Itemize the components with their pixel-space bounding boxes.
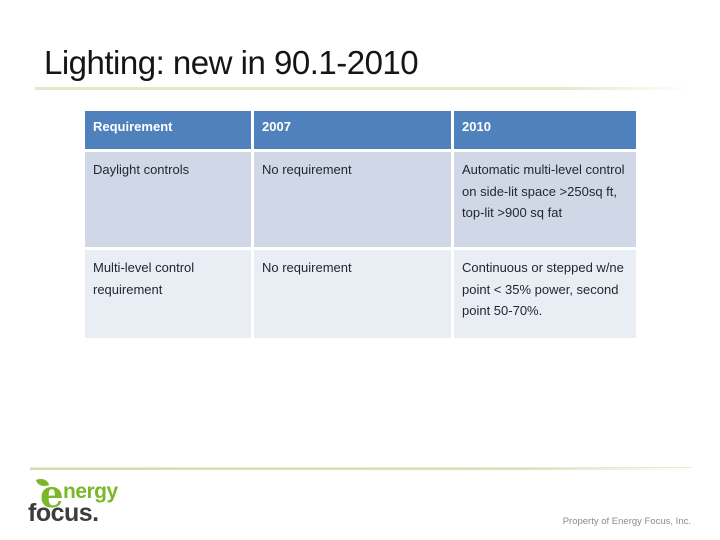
cell-requirement: Multi-level control requirement (85, 250, 254, 338)
cell-requirement: Daylight controls (85, 152, 254, 250)
slide-title: Lighting: new in 90.1-2010 (44, 44, 419, 81)
footer-rule (30, 467, 692, 470)
cell-2007-value: No requirement (254, 250, 454, 338)
title-underline-rule (35, 87, 692, 90)
column-header-2007: 2007 (254, 111, 454, 152)
energy-focus-logo: e nergy focus. (28, 476, 138, 530)
property-notice: Property of Energy Focus, Inc. (562, 516, 691, 527)
cell-2007-value: No requirement (254, 152, 454, 250)
logo-text-energy: nergy (63, 480, 118, 503)
table-row-daylight-controls: Daylight controls No requirement Automat… (85, 152, 636, 250)
cell-2010-value: Continuous or stepped w/ne point < 35% p… (454, 250, 636, 338)
logo-letter-e: e (40, 472, 64, 516)
table-row-multi-level-control: Multi-level control requirement No requi… (85, 250, 636, 338)
requirements-table: Requirement 2007 2010 Daylight controls … (85, 111, 636, 338)
logo-text-focus: focus. (28, 499, 99, 527)
column-header-2010: 2010 (454, 111, 636, 152)
table-header-row: Requirement 2007 2010 (85, 111, 636, 152)
column-header-requirement: Requirement (85, 111, 254, 152)
cell-2010-value: Automatic multi-level control on side-li… (454, 152, 636, 250)
